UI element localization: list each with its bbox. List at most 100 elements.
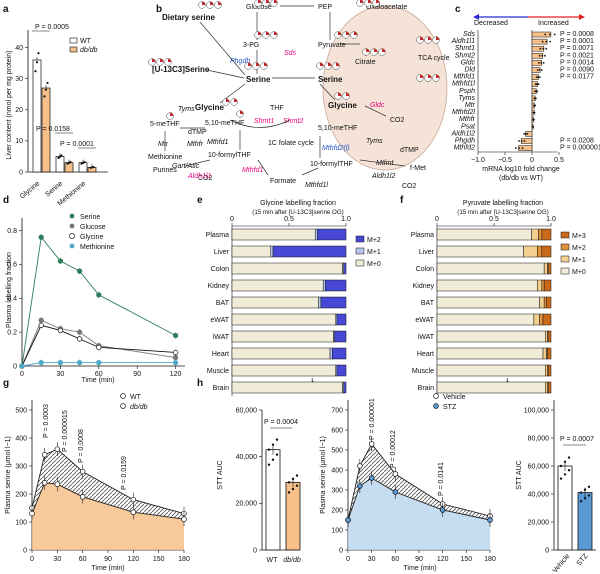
d-xlabel: Time (min) — [81, 377, 114, 384]
f-legend-m2: M+2 — [572, 245, 586, 252]
c-gene-Mthfd2: Mthfd2 — [454, 145, 476, 152]
f-bar-Brain-M+1 — [545, 381, 548, 394]
c-point-Gldc-1 — [540, 62, 543, 64]
b-dtmp-mito: dTMP — [400, 147, 419, 154]
e-tissue-Plasma: Plasma — [206, 232, 229, 239]
f-bar-eWAT-M+2 — [539, 313, 544, 326]
f-tissue-Colon: Colon — [416, 266, 434, 273]
b-arrows — [164, 5, 406, 176]
i-xtick-label-1: 30 — [368, 556, 376, 563]
a-ytick-label-1: 10 — [15, 138, 23, 145]
f-title: Pyruvate labelling fraction — [463, 200, 543, 207]
a-ytick-label-0: 0 — [19, 169, 23, 176]
a-ylabel: Liver content (nmol per mg protein) — [6, 51, 13, 160]
h-cat-dbdb: db/db — [283, 557, 301, 564]
e-subtitle: (15 min after [U-13C3]serine OG) — [252, 209, 343, 216]
c-xlabel-2: (db/db vs WT) — [499, 175, 543, 182]
b-purines: Purines — [153, 167, 177, 174]
a-pvalue-3: P = 0.0001 — [60, 141, 94, 148]
panel-label-h: h — [197, 378, 203, 389]
c-point-Shmt2-1 — [541, 54, 544, 57]
c-point-Phgdh-2 — [518, 140, 520, 142]
d-legend-glycine: Glycine — [80, 234, 103, 241]
c-decreased-arrowhead — [473, 14, 479, 20]
b-u13c-serine: [U-13C3]Serine — [152, 65, 210, 74]
b-glucose: Glucose — [246, 4, 272, 11]
g-point-db/db-5 — [181, 516, 187, 522]
d-legend-glucose: Glucose — [80, 224, 106, 231]
b-enzyme-mthfd1l: Mthfd1l — [305, 182, 328, 189]
a-legend-wt: WT — [80, 38, 92, 45]
d-point-Glycine-3 — [76, 336, 83, 342]
d-point-Glycine-2 — [57, 327, 64, 334]
c-point-Mthfd1-1 — [537, 76, 540, 78]
b-carbon-label-4-2 — [354, 31, 358, 35]
c-point-Mthfd1l-0 — [534, 83, 537, 86]
d-legend-glycine-marker — [69, 233, 75, 239]
j-point-0-3 — [559, 464, 563, 468]
g-line-WT — [31, 448, 185, 515]
e-legend-m0-swatch — [355, 259, 365, 267]
b-carbon-label-10-1 — [428, 36, 432, 40]
c-point-Shmt1-1 — [542, 47, 545, 50]
d-xtick-label-2: 60 — [95, 371, 103, 378]
e-tissue-Brain: Brain — [213, 385, 229, 392]
b-carbon-label-7-1 — [234, 98, 238, 102]
h-point-1-0 — [287, 491, 291, 494]
g-area-difference — [32, 449, 184, 520]
f-bar-Plasma-M+3 — [541, 228, 552, 241]
h-ylabel: STT AUC — [217, 460, 224, 489]
b-pyruvate: Pyruvate — [318, 42, 346, 49]
c-point-Aldh1l2-1 — [524, 133, 527, 135]
panel-e-stacked-bar-chart: Glycine labelling fraction (15 min after… — [206, 200, 381, 396]
f-tissue-BAT: BAT — [421, 300, 435, 307]
d-line-Glucose — [21, 319, 176, 367]
c-point-Aldh1l1-0 — [541, 40, 544, 43]
c-pvalue-2: P = 0.0071 — [560, 45, 594, 52]
g-ytick-label-4: 400 — [15, 435, 27, 442]
a-point-1-0-0 — [43, 95, 46, 98]
c-bar-Mthfd2 — [518, 145, 533, 151]
f-bar-eWAT-M+1 — [533, 313, 540, 326]
i-pvalue-3: P = 0.0141 — [438, 462, 445, 496]
d-ytick-label-1: 0.2 — [7, 329, 17, 336]
c-increased-label: Increased — [538, 20, 569, 27]
e-tick-label-0: 0 — [230, 216, 234, 223]
b-carbon-label-5-1 — [256, 62, 260, 66]
b-5-10-methf-cyto: 5,10-meTHF — [205, 120, 244, 127]
j-ytick-label-2: 40,000 — [528, 491, 550, 498]
b-carbon-label-14-0 — [240, 110, 244, 114]
f-tissue-Liver: Liver — [419, 249, 435, 256]
panel-label-d: d — [3, 195, 9, 206]
c-pvalue-3: P = 0.0021 — [560, 52, 594, 59]
e-bar-eWAT-M0 — [231, 313, 336, 326]
g-xtick-label-5: 150 — [153, 556, 165, 563]
h-cat-wt: WT — [267, 557, 279, 564]
c-gene-Dld: Dld — [464, 67, 476, 74]
j-point-1-2 — [587, 494, 591, 497]
j-point-0-1 — [563, 473, 567, 476]
e-bar-Colon-M+2 — [343, 262, 347, 275]
b-enzyme-tyms-cyto: Tyms — [178, 106, 195, 113]
i-point-Vehicle-3 — [392, 471, 399, 477]
panel-d-line-chart: Plasma labelling fraction 0 30 60 90 120 0 0.2… — [6, 213, 185, 384]
h-ytick-label-0: 0 — [253, 547, 257, 554]
a-point-1-2-2 — [92, 165, 95, 169]
f-bar-Plasma-M+1 — [531, 228, 539, 241]
d-line-Glycine — [21, 324, 176, 367]
panel-label-b: b — [156, 4, 162, 15]
d-legend: Serine Glucose Glycine Methionine — [69, 213, 114, 251]
e-bar-Brain-M0 — [231, 381, 343, 394]
i-area-difference — [348, 444, 490, 520]
h-point-0-2 — [275, 453, 279, 456]
c-point-Aldh1l2-2 — [523, 133, 526, 135]
b-enzyme-phgdh: Phgdh — [230, 58, 250, 65]
c-point-Mthfd1-2 — [538, 76, 541, 78]
b-thf: THF — [270, 105, 284, 112]
h-point-0-3 — [267, 448, 271, 451]
j-point-0-2 — [567, 469, 571, 472]
e-bar-Kidney-M+1 — [322, 279, 326, 292]
a-bar-WT-Serine — [55, 156, 65, 173]
f-bar-Brain-M+3 — [548, 381, 552, 394]
